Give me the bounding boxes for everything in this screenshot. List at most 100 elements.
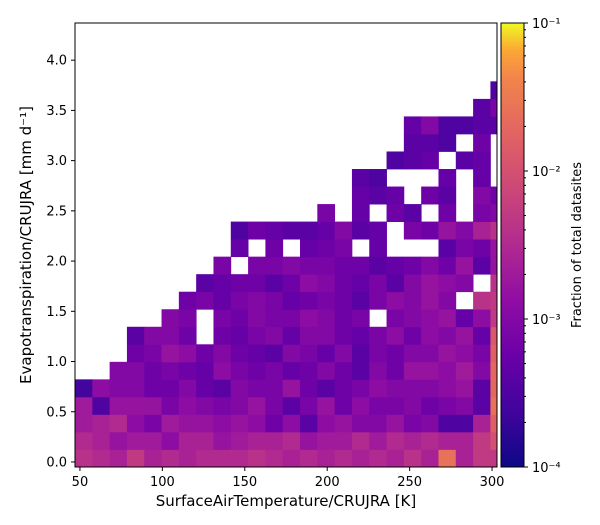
heatmap-cell	[438, 116, 457, 135]
heatmap-cell	[490, 98, 497, 117]
heatmap-cell	[161, 309, 180, 328]
heatmap-cell	[525, 274, 543, 292]
heatmap-cell	[421, 361, 439, 380]
heatmap-cell	[213, 274, 232, 293]
heatmap-cell	[196, 414, 214, 433]
heatmap-cell	[317, 274, 336, 293]
heatmap-cell	[75, 379, 93, 398]
heatmap-cell	[455, 361, 474, 380]
y-tick-label: 0.5	[46, 405, 67, 420]
heatmap-cell	[178, 326, 197, 345]
heatmap-cell	[490, 449, 497, 467]
heatmap-cell	[438, 396, 457, 415]
heatmap-cell	[403, 309, 422, 328]
x-axis-label: SurfaceAirTemperature/CRUJRA [K]	[156, 492, 417, 510]
heatmap-cell	[230, 291, 249, 310]
heatmap-cell	[560, 29, 578, 47]
heatmap-cell	[230, 274, 249, 293]
heatmap-cell	[109, 361, 128, 380]
heatmap-cell	[369, 326, 387, 345]
heatmap-cell	[490, 431, 497, 450]
heatmap-cell	[438, 186, 457, 205]
heatmap-cell	[351, 449, 370, 467]
heatmap-cell	[300, 344, 318, 363]
heatmap-cell	[542, 327, 560, 345]
y-tick-label: 4.0	[46, 54, 67, 69]
heatmap-cell	[369, 379, 387, 398]
colorbar-tick-label: 10⁻⁴	[532, 461, 561, 476]
heatmap-cell	[369, 221, 387, 240]
heatmap-cell	[196, 449, 214, 467]
heatmap-cell	[334, 344, 353, 363]
heatmap-cell	[455, 379, 474, 398]
heatmap-cell	[403, 133, 422, 152]
heatmap-cell	[421, 274, 439, 293]
heatmap-cell	[178, 449, 197, 467]
heatmap-cell	[230, 449, 249, 467]
heatmap-cell	[438, 169, 457, 187]
y-tick-label: 1.5	[46, 305, 67, 320]
heatmap-cell	[525, 239, 543, 257]
heatmap-cell	[438, 431, 457, 450]
heatmap-cell	[560, 11, 578, 29]
colorbar: 10⁻⁴ 10⁻³ 10⁻² 10⁻¹ Fraction of total datas…	[500, 17, 585, 476]
heatmap-cell	[403, 151, 422, 170]
heatmap-cell	[438, 204, 457, 222]
heatmap-cell	[403, 379, 422, 398]
y-tick-label: 0.0	[46, 455, 67, 470]
heatmap-cell	[386, 326, 405, 345]
heatmap-cell	[213, 291, 232, 310]
heatmap-cell	[300, 256, 318, 275]
heatmap-cell	[248, 396, 266, 415]
heatmap-cell	[300, 326, 318, 345]
heatmap-cell	[248, 414, 266, 433]
heatmap-cell	[213, 449, 232, 467]
heatmap-cell	[438, 449, 457, 467]
heatmap-cell	[248, 449, 266, 467]
heatmap-cell	[473, 396, 491, 415]
heatmap-cell	[178, 431, 197, 450]
heatmap-cell	[265, 256, 284, 275]
heatmap-cell	[421, 151, 439, 170]
heatmap-cell	[386, 274, 405, 293]
heatmap-cell	[282, 361, 301, 380]
plot-frame	[74, 22, 498, 468]
heatmap-cell	[92, 396, 111, 415]
heatmap-cell	[282, 396, 301, 415]
heatmap-cell	[334, 326, 353, 345]
heatmap-cell	[386, 256, 405, 275]
heatmap-cell	[525, 414, 543, 432]
heatmap-cell	[282, 431, 301, 450]
heatmap-cell	[334, 396, 353, 415]
heatmap-cell	[438, 133, 457, 152]
heatmap-cell	[265, 326, 284, 345]
heatmap-cell	[265, 379, 284, 398]
heatmap-cell	[144, 326, 162, 345]
heatmap-cell	[230, 379, 249, 398]
heatmap-cell	[473, 309, 491, 328]
heatmap-cell	[473, 379, 491, 398]
heatmap-cell	[351, 396, 370, 415]
heatmap-cell	[421, 396, 439, 415]
heatmap-cell	[473, 116, 491, 135]
heatmap-cell	[455, 449, 474, 467]
heatmap-cell	[403, 344, 422, 363]
heatmap-cell	[403, 274, 422, 293]
heatmap-cell	[282, 256, 301, 275]
heatmap-cell	[490, 221, 497, 240]
heatmap-cell	[369, 186, 387, 205]
heatmap-cell	[126, 326, 145, 345]
heatmap-cell	[300, 274, 318, 293]
heatmap-cell	[351, 274, 370, 293]
heatmap-cell	[369, 291, 387, 310]
heatmap-cell	[369, 396, 387, 415]
heatmap-cell	[334, 431, 353, 450]
heatmap-cell	[421, 309, 439, 328]
heatmap-cell	[161, 449, 180, 467]
colorbar-tick-label: 10⁻³	[532, 313, 561, 328]
heatmap-cell	[490, 204, 497, 222]
heatmap-cell	[525, 46, 543, 64]
heatmap-cell	[282, 274, 301, 293]
heatmap-cell	[161, 361, 180, 380]
